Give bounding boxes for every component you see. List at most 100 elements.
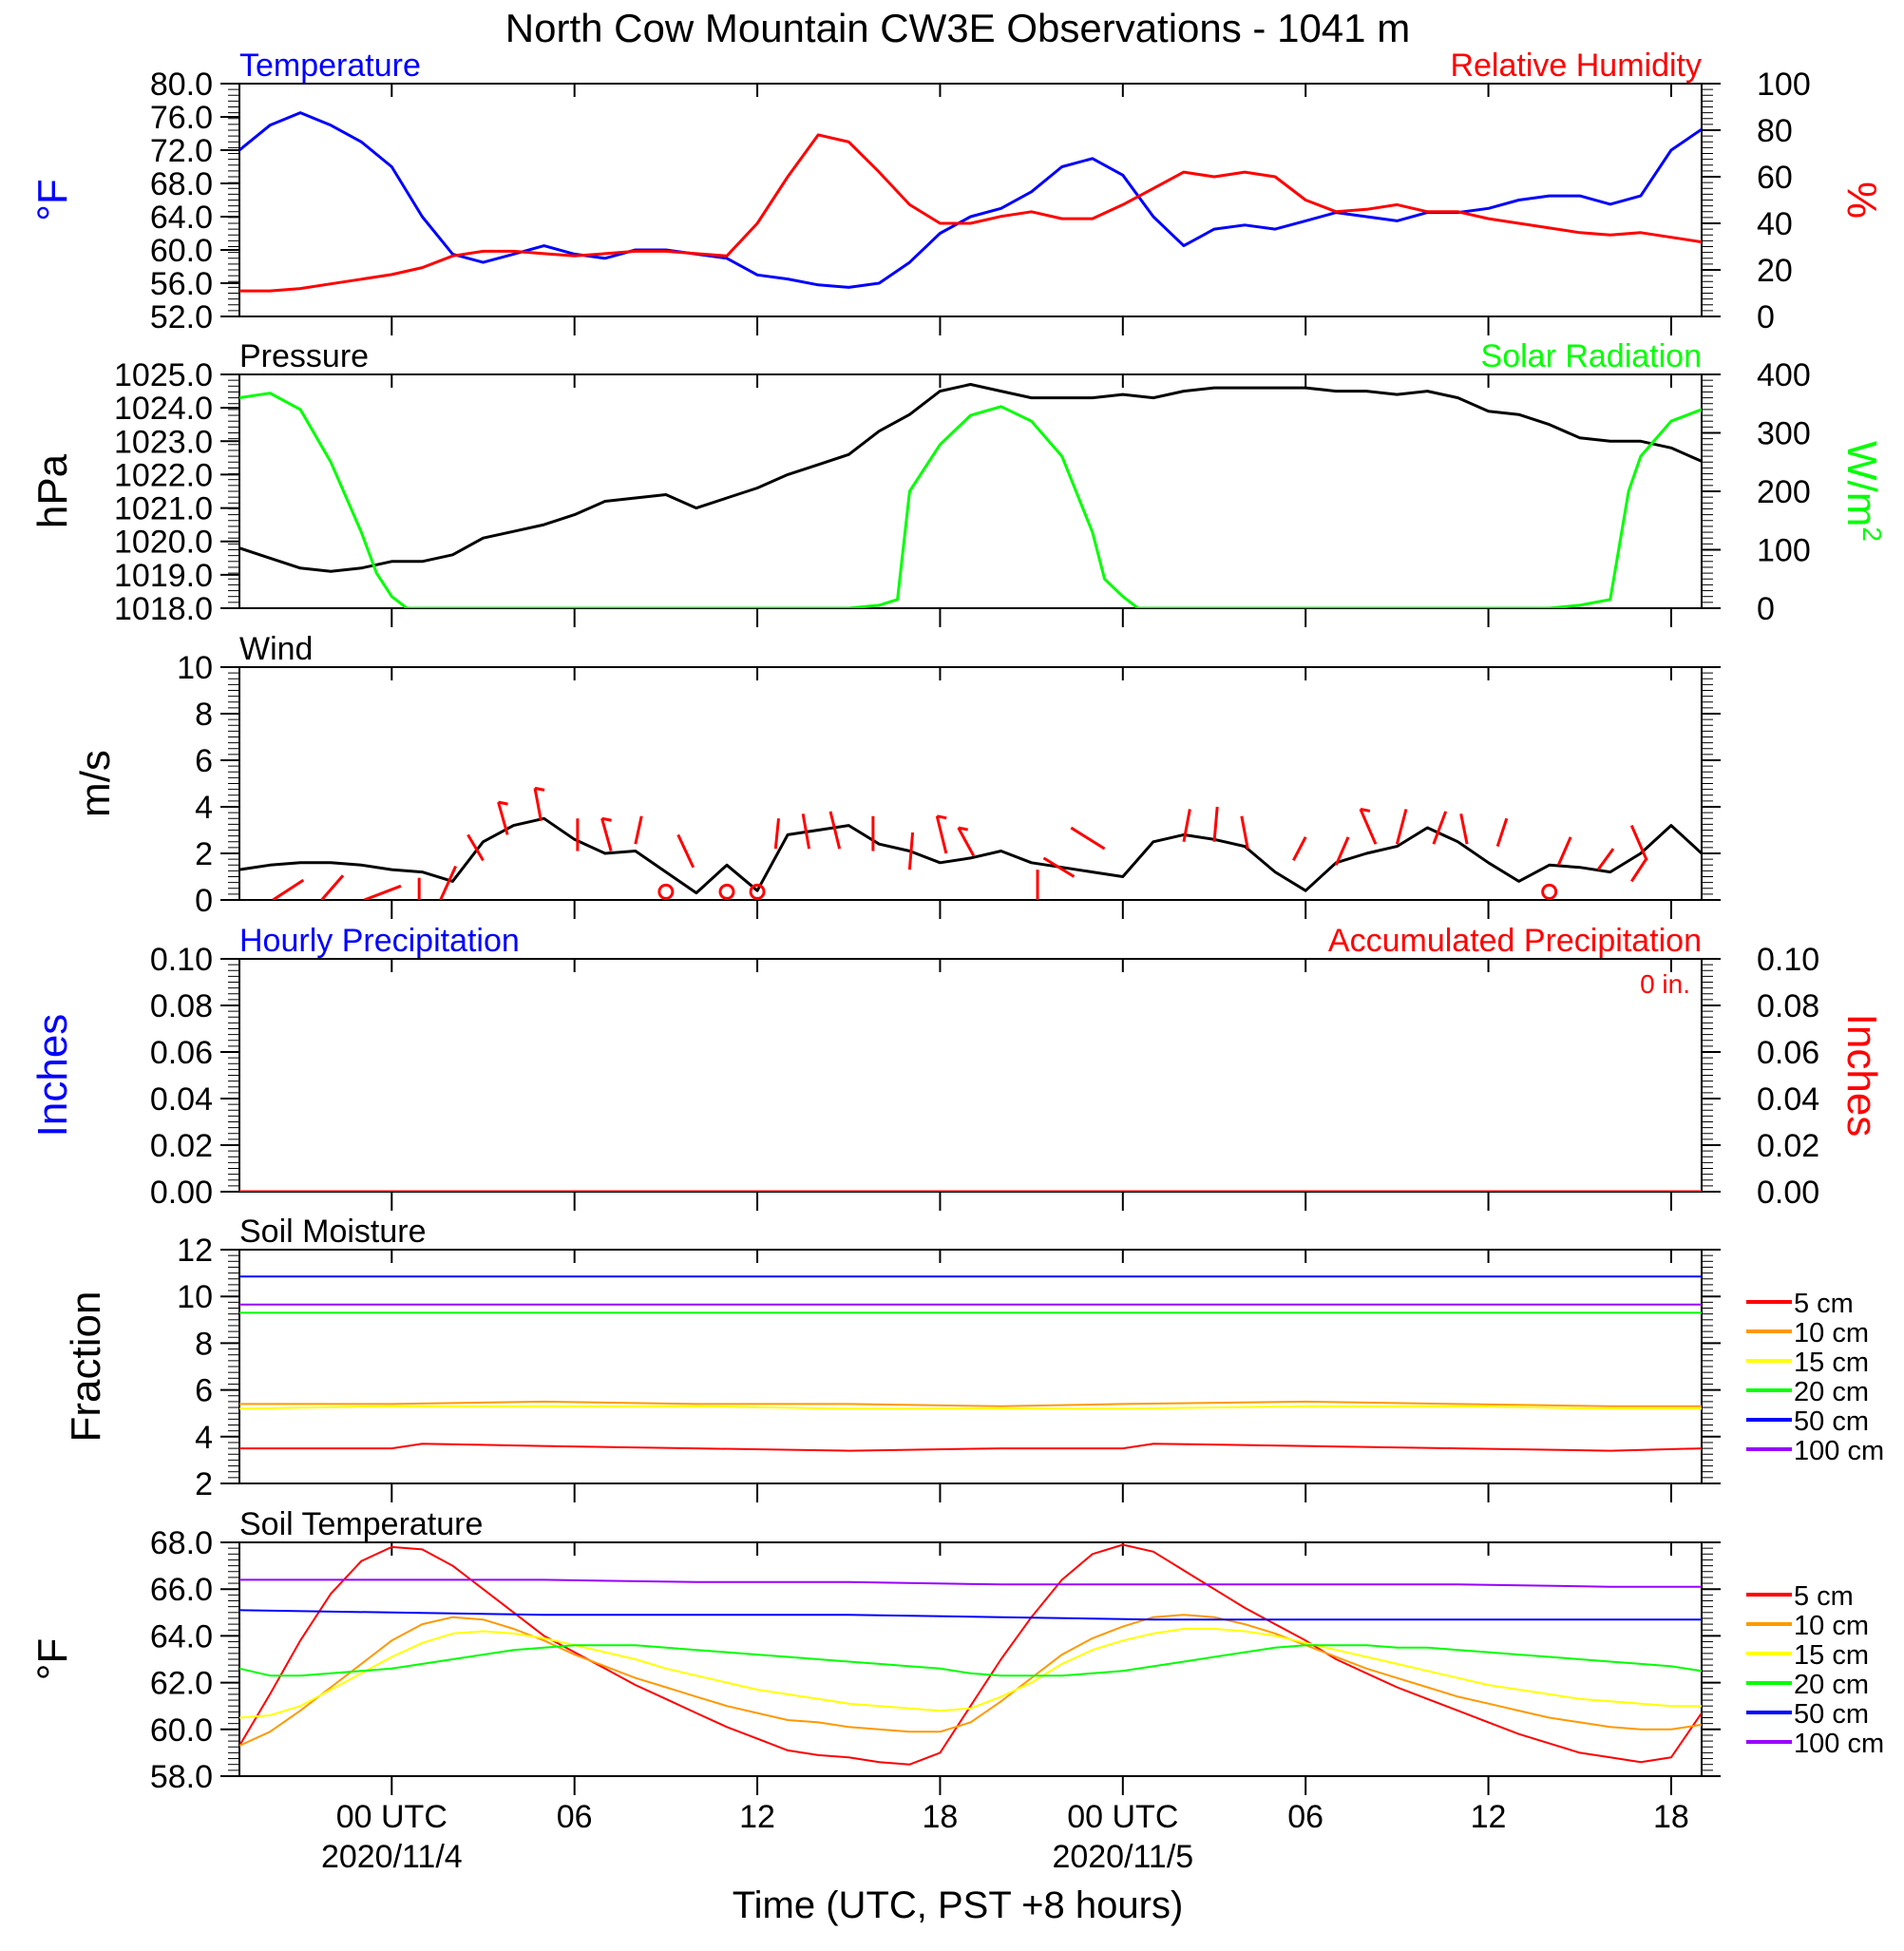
series-group — [239, 111, 1702, 293]
y-tick-label-left: 0.02 — [150, 1128, 213, 1164]
calm-wind-marker — [718, 883, 735, 900]
y-axis-label-left: Fraction — [63, 1291, 109, 1443]
y-tick-label-left: 4 — [195, 790, 213, 826]
plot-frame — [238, 958, 1703, 1193]
wind-barb — [497, 801, 509, 835]
wind-barb — [907, 832, 915, 870]
wind-barb — [676, 833, 695, 869]
y-tick-label-left: 68.0 — [150, 1525, 213, 1561]
legend-label: 10 cm — [1794, 1611, 1869, 1641]
wind-barb — [801, 813, 811, 850]
series-line-100-cm — [239, 1578, 1702, 1588]
y-tick-label-left: 60.0 — [150, 233, 213, 269]
y-tick-label-left: 6 — [195, 1373, 213, 1409]
wind-barb — [828, 811, 842, 850]
y-tick-label-left: 2 — [195, 836, 213, 872]
y-tick-label-left: 0.00 — [150, 1175, 213, 1211]
y-tick-label-left: 4 — [195, 1420, 213, 1456]
wind-barb — [1359, 808, 1378, 845]
x-tick-date: 2020/11/4 — [321, 1839, 463, 1875]
figure-title: North Cow Mountain CW3E Observations - 1… — [505, 6, 1410, 50]
legend-label: 50 cm — [1794, 1699, 1869, 1730]
wind-barb — [439, 865, 458, 900]
series-line-20-cm — [239, 1644, 1702, 1677]
legend-label: 20 cm — [1794, 1670, 1869, 1700]
time-axis: 00 UTC 2020/11/4 06 12 18 00 UTC 2020/11/5 06 12… — [321, 1799, 1689, 1875]
wind-barb — [1240, 815, 1249, 850]
y-tick-label-left: 2 — [195, 1466, 213, 1502]
series-group — [239, 1275, 1702, 1452]
y-tick-label-right: 20 — [1757, 253, 1793, 289]
panel-title-left: Wind — [239, 631, 313, 667]
wind-barb — [1556, 836, 1572, 866]
wind-barb — [1182, 809, 1191, 843]
y-tick-label-right: 100 — [1757, 67, 1811, 103]
y-axis-label-left: hPa — [29, 453, 76, 528]
y-tick-label-right: 100 — [1757, 533, 1811, 569]
y-tick-label-left: 66.0 — [150, 1572, 213, 1608]
y-tick-label-left: 62.0 — [150, 1666, 213, 1702]
panel-soil-temperature: 68.0 66.0 64.0 62.0 60.0 58.0 Soil Temperature… — [29, 1506, 1884, 1795]
calm-wind-marker — [749, 883, 766, 900]
x-tick-label: 00 UTC — [1067, 1799, 1178, 1835]
panel-title-left: Soil Moisture — [239, 1214, 427, 1250]
wind-barb — [1459, 813, 1469, 845]
y-tick-label-left: 8 — [195, 697, 213, 733]
y-tick-label-right: 80 — [1757, 113, 1793, 149]
legend-label: 10 cm — [1794, 1318, 1869, 1348]
series-line-5-cm — [239, 1543, 1702, 1766]
y-tick-label-right: 0 — [1757, 299, 1775, 335]
wind-barb-flag — [958, 826, 968, 832]
y-tick-label-left: 1019.0 — [114, 558, 213, 594]
wind-barb — [1334, 836, 1350, 866]
series-group — [239, 383, 1702, 608]
y-tick-label-left: 1023.0 — [114, 424, 213, 460]
x-tick-label: 18 — [923, 1799, 959, 1835]
y-tick-label-left: 6 — [195, 743, 213, 779]
panel-title-right: Accumulated Precipitation — [1328, 923, 1702, 959]
wind-barb — [272, 878, 305, 900]
y-tick-label-left: 10 — [177, 650, 213, 686]
wind-barb-flag — [601, 816, 612, 822]
panel-wind: 10 8 6 4 2 0 Wind m/s — [72, 631, 1721, 919]
series-line-relative-humidity — [239, 133, 1702, 293]
wind-barb-flag — [936, 814, 947, 820]
series-line-pressure — [239, 383, 1702, 573]
wind-barb — [634, 815, 643, 845]
x-tick-label: 18 — [1653, 1799, 1689, 1835]
y-tick-label-right: 200 — [1757, 474, 1811, 510]
calm-wind-marker — [1541, 883, 1558, 900]
y-tick-label-left: 0 — [195, 883, 213, 919]
wind-barb — [600, 817, 613, 851]
wind-barb — [1070, 826, 1106, 851]
legend-label: 5 cm — [1794, 1581, 1854, 1612]
wind-barb-flag — [1360, 807, 1371, 813]
panel-title-right: Relative Humidity — [1450, 48, 1702, 84]
y-tick-label-left: 0.04 — [150, 1081, 213, 1118]
legend-label: 5 cm — [1794, 1289, 1854, 1319]
panel-title-left: Soil Temperature — [239, 1506, 483, 1542]
y-axis-label-left: m/s — [72, 750, 119, 817]
y-tick-label-right: 0.04 — [1757, 1081, 1819, 1118]
legend-label: 100 cm — [1794, 1729, 1884, 1759]
panel-pressure-solar: 1025.01024.01023.01022.01021.01020.01019… — [29, 338, 1887, 627]
legend-label: 15 cm — [1794, 1348, 1869, 1378]
wind-barb — [320, 874, 345, 900]
y-tick-label-left: 0.06 — [150, 1035, 213, 1071]
x-tick-label: 06 — [1287, 1799, 1323, 1835]
legend-label: 15 cm — [1794, 1640, 1869, 1671]
y-tick-label-left: 64.0 — [150, 200, 213, 236]
panel-title-left: Pressure — [239, 338, 369, 374]
y-tick-label-left: 58.0 — [150, 1759, 213, 1795]
x-tick-label: 12 — [739, 1799, 775, 1835]
wind-barb-flag — [498, 800, 508, 806]
wind-barb — [1395, 809, 1408, 845]
series-line-10-cm — [239, 1400, 1702, 1407]
wind-barb — [363, 884, 402, 900]
series-line-50-cm — [239, 1609, 1702, 1621]
y-tick-label-right: 400 — [1757, 357, 1811, 393]
y-tick-label-right: 0.02 — [1757, 1128, 1819, 1164]
x-tick-label: 00 UTC — [336, 1799, 447, 1835]
